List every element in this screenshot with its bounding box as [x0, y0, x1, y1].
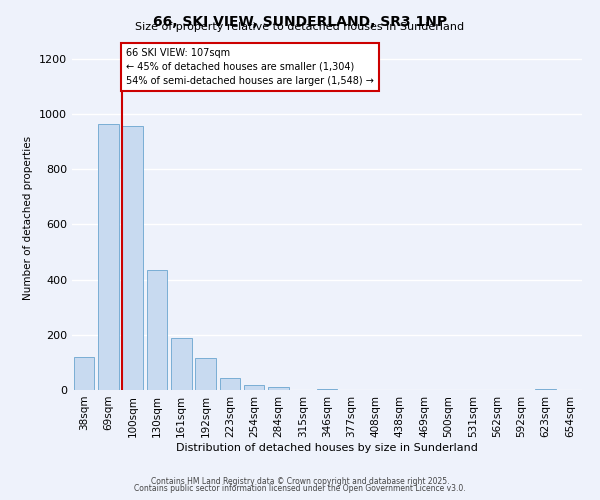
Bar	[98, 124, 119, 390]
Text: Contains HM Land Registry data © Crown copyright and database right 2025.: Contains HM Land Registry data © Crown c…	[151, 477, 449, 486]
Bar	[74, 357, 94, 390]
Bar	[268, 387, 289, 390]
Bar	[122, 126, 143, 390]
Text: 66, SKI VIEW, SUNDERLAND, SR3 1NP: 66, SKI VIEW, SUNDERLAND, SR3 1NP	[153, 15, 447, 29]
X-axis label: Distribution of detached houses by size in Sunderland: Distribution of detached houses by size …	[176, 442, 478, 452]
Text: Size of property relative to detached houses in Sunderland: Size of property relative to detached ho…	[136, 22, 464, 32]
Bar	[317, 388, 337, 390]
Text: Contains public sector information licensed under the Open Government Licence v3: Contains public sector information licen…	[134, 484, 466, 493]
Bar	[171, 338, 191, 390]
Bar	[244, 385, 265, 390]
Bar	[220, 378, 240, 390]
Bar	[535, 389, 556, 390]
Y-axis label: Number of detached properties: Number of detached properties	[23, 136, 34, 300]
Bar	[195, 358, 216, 390]
Bar	[146, 270, 167, 390]
Text: 66 SKI VIEW: 107sqm
← 45% of detached houses are smaller (1,304)
54% of semi-det: 66 SKI VIEW: 107sqm ← 45% of detached ho…	[126, 48, 374, 86]
